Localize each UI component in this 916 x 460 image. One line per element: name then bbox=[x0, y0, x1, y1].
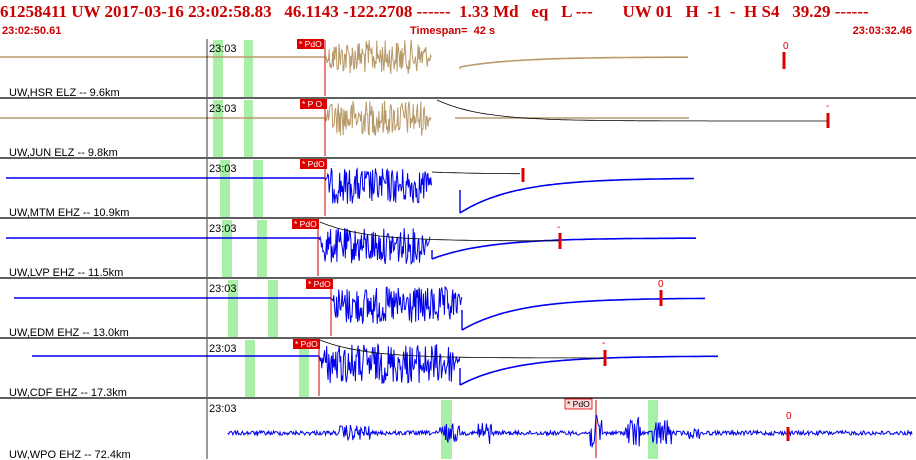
time-tick-label: 23:03 bbox=[209, 223, 237, 235]
pick-label-box[interactable] bbox=[564, 398, 593, 410]
channel-label: UW,JUN ELZ -- 9.8km bbox=[9, 147, 118, 159]
time-window-highlight bbox=[220, 160, 230, 217]
pick-label: * P O bbox=[302, 99, 323, 109]
time-window-highlight bbox=[253, 160, 263, 217]
pick-label: * PdO bbox=[308, 279, 331, 289]
channel-label: UW,WPO EHZ -- 72.4km bbox=[9, 449, 131, 460]
pick-label-box[interactable] bbox=[300, 99, 327, 109]
coda-decay-curve bbox=[431, 171, 520, 175]
time-tick-label: 23:03 bbox=[209, 343, 237, 355]
marker-label: 0 bbox=[658, 279, 664, 290]
trace-panel[interactable]: 0 * PdO 23:03 UW,WPO EHZ -- 72.4km bbox=[9, 398, 913, 460]
seismic-waveform bbox=[324, 100, 432, 136]
trace-panel[interactable]: 0 * PdO 23:03 UW,HSR ELZ -- 9.6km bbox=[0, 39, 916, 99]
pick-label-box[interactable] bbox=[293, 339, 320, 349]
seismic-waveform bbox=[324, 167, 432, 204]
trace-panel[interactable]: - * PdO 23:03 UW,LVP EHZ -- 11.5km bbox=[0, 219, 916, 279]
coda-decay-curve bbox=[319, 221, 560, 242]
pick-label: * PdO bbox=[567, 399, 590, 409]
time-window-highlight bbox=[222, 220, 232, 277]
time-window-highlight bbox=[244, 40, 253, 97]
seismic-waveform bbox=[330, 286, 463, 324]
time-window-highlight bbox=[213, 100, 223, 157]
trace-recovery bbox=[431, 237, 696, 260]
trace-panel[interactable]: - * PdO 23:03 UW,CDF EHZ -- 17.3km bbox=[0, 338, 916, 399]
coda-decay-curve bbox=[436, 99, 829, 122]
pick-label: * PdO bbox=[299, 39, 322, 49]
time-window-highlight bbox=[299, 340, 309, 397]
waveform-panel[interactable]: 0 * PdO 23:03 UW,HSR ELZ -- 9.6km - * P O 23:0… bbox=[0, 38, 916, 460]
marker-label: - bbox=[602, 338, 605, 349]
channel-label: UW,EDM EHZ -- 13.0km bbox=[9, 327, 129, 339]
trace-panel[interactable]: 0 * PdO 23:03 UW,EDM EHZ -- 13.0km bbox=[0, 279, 916, 339]
marker-label: - bbox=[557, 222, 560, 233]
pick-label-box[interactable] bbox=[292, 219, 319, 229]
seismic-waveform bbox=[318, 342, 461, 384]
time-window-highlight bbox=[648, 400, 658, 459]
marker-label: 0 bbox=[783, 41, 789, 52]
pick-label: * PdO bbox=[295, 339, 318, 349]
time-tick-label: 23:03 bbox=[209, 403, 237, 415]
seismic-waveform bbox=[227, 414, 913, 448]
event-summary-title: 61258411 UW 2017-03-16 23:02:58.83 46.11… bbox=[0, 2, 869, 21]
window-end-time: 23:03:32.46 bbox=[852, 25, 912, 37]
time-tick-label: 23:03 bbox=[209, 43, 237, 55]
marker-label: - bbox=[826, 101, 829, 112]
time-window-highlight bbox=[228, 280, 238, 337]
time-tick-label: 23:03 bbox=[209, 163, 237, 175]
event-header: 61258411 UW 2017-03-16 23:02:58.83 46.11… bbox=[0, 0, 916, 38]
time-window-highlight bbox=[268, 280, 278, 337]
trace-recovery bbox=[459, 56, 688, 68]
time-tick-label: 23:03 bbox=[209, 103, 237, 115]
timespan-label: Timespan= 42 s bbox=[410, 25, 496, 37]
pick-label-box[interactable] bbox=[306, 279, 333, 289]
pick-label-box[interactable] bbox=[297, 39, 324, 49]
channel-label: UW,HSR ELZ -- 9.6km bbox=[9, 87, 120, 99]
marker-label: 0 bbox=[786, 411, 792, 422]
seismic-waveform bbox=[324, 40, 432, 74]
time-window-highlight bbox=[257, 220, 267, 277]
time-window-highlight bbox=[244, 100, 253, 157]
channel-label: UW,MTM EHZ -- 10.9km bbox=[9, 207, 129, 219]
time-window-highlight bbox=[245, 340, 255, 397]
pick-label: * PdO bbox=[294, 219, 317, 229]
seismic-waveform bbox=[317, 228, 431, 265]
pick-label: * PdO bbox=[302, 159, 325, 169]
channel-label: UW,LVP EHZ -- 11.5km bbox=[9, 267, 123, 279]
coda-decay-curve bbox=[319, 339, 604, 359]
trace-recovery bbox=[459, 177, 694, 214]
time-window-highlight bbox=[213, 40, 223, 97]
trace-panel[interactable]: * PdO 23:03 UW,MTM EHZ -- 10.9km bbox=[0, 159, 916, 219]
trace-recovery bbox=[461, 297, 705, 331]
trace-panel[interactable]: - * P O 23:03 UW,JUN ELZ -- 9.8km bbox=[0, 99, 916, 159]
pick-label-box[interactable] bbox=[300, 159, 327, 169]
window-start-time: 23:02:50.61 bbox=[2, 25, 62, 37]
trace-recovery bbox=[459, 355, 718, 386]
channel-label: UW,CDF EHZ -- 17.3km bbox=[9, 387, 127, 399]
time-tick-label: 23:03 bbox=[209, 283, 237, 295]
